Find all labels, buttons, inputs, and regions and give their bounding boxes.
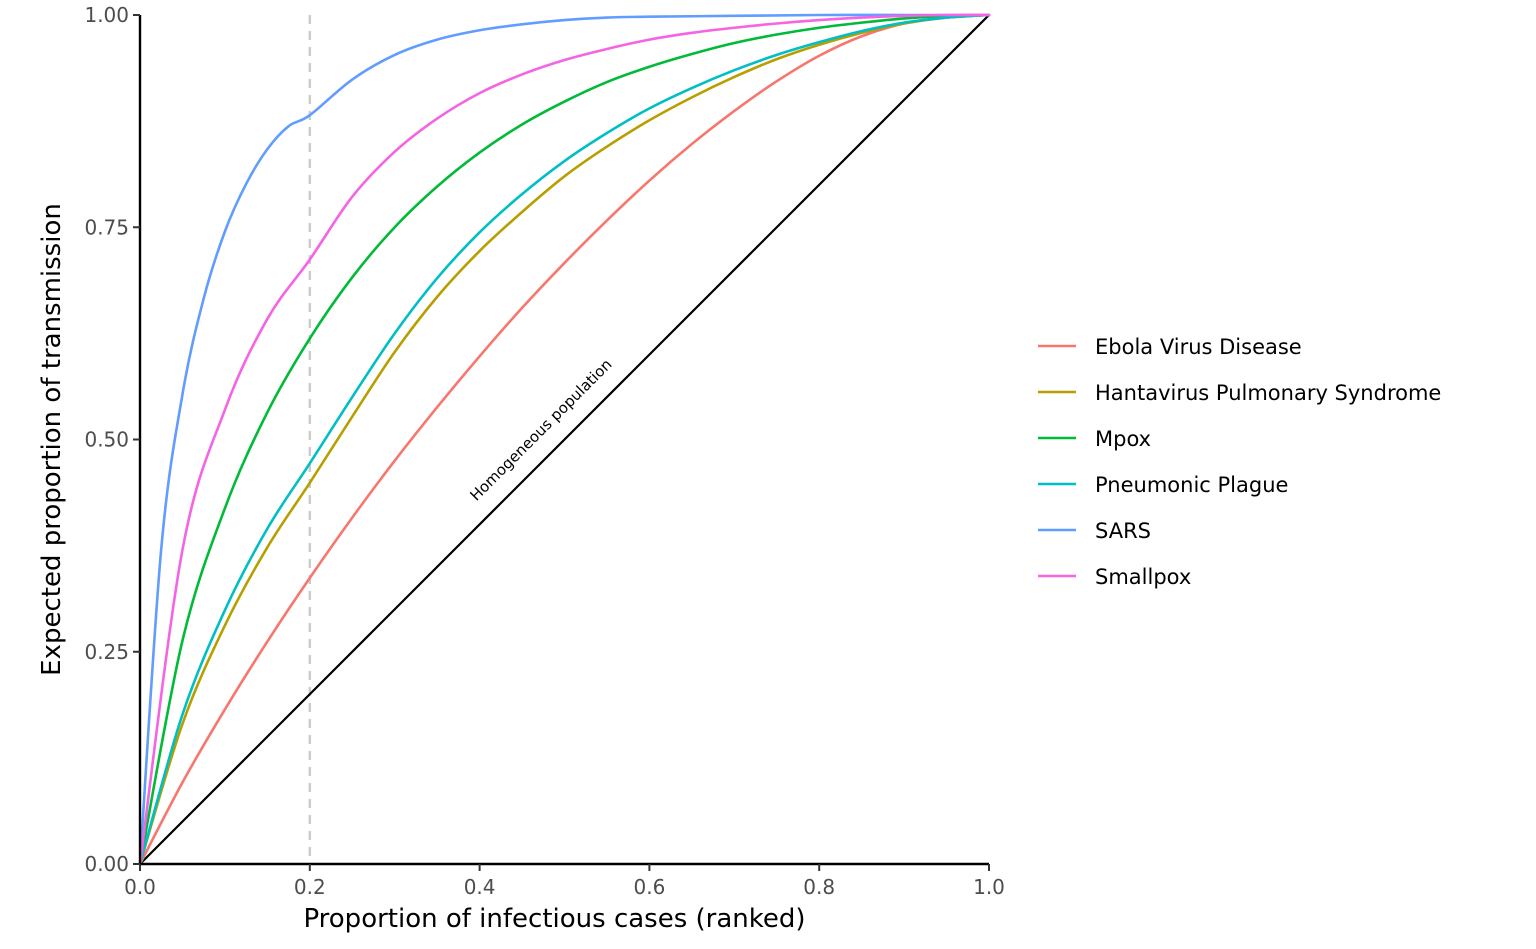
series-lines xyxy=(138,13,991,866)
y-tick-label: 0.00 xyxy=(84,852,129,876)
x-tick-label: 0.0 xyxy=(124,875,156,899)
legend: Ebola Virus Disease Hantavirus Pulmonary … xyxy=(1038,335,1441,589)
y-axis-title: Expected proportion of transmission xyxy=(37,203,67,676)
legend-label-3: Pneumonic Plague xyxy=(1095,473,1288,497)
series-line-4 xyxy=(138,13,991,866)
y-tick-label: 0.50 xyxy=(84,428,129,452)
series-line-3 xyxy=(138,13,991,866)
legend-label-4: SARS xyxy=(1095,519,1151,543)
y-ticks: 0.00 0.25 0.50 0.75 1.00 xyxy=(84,3,140,876)
legend-label-2: Mpox xyxy=(1095,427,1151,451)
y-tick-label: 1.00 xyxy=(84,3,129,27)
axes: 0.0 0.2 0.4 0.6 0.8 1.0 0.00 0.25 0.50 0.75 1.00 xyxy=(84,3,1004,899)
legend-label-1: Hantavirus Pulmonary Syndrome xyxy=(1095,381,1441,405)
homogeneous-annotation: Homogeneous population xyxy=(466,355,615,504)
y-tick-label: 0.25 xyxy=(84,640,129,664)
x-tick-label: 0.8 xyxy=(803,875,835,899)
series-line-2 xyxy=(138,13,991,866)
y-tick-label: 0.75 xyxy=(84,215,129,239)
x-tick-label: 0.2 xyxy=(294,875,326,899)
plot-area: Homogeneous population xyxy=(138,13,991,866)
legend-label-5: Smallpox xyxy=(1095,565,1191,589)
series-line-0 xyxy=(138,13,991,866)
homogeneous-line xyxy=(139,14,990,865)
x-tick-label: 0.6 xyxy=(633,875,665,899)
x-tick-label: 0.4 xyxy=(464,875,496,899)
x-ticks: 0.0 0.2 0.4 0.6 0.8 1.0 xyxy=(124,864,1005,899)
x-tick-label: 1.0 xyxy=(973,875,1005,899)
series-line-1 xyxy=(138,13,991,866)
legend-label-0: Ebola Virus Disease xyxy=(1095,335,1302,359)
x-axis-title: Proportion of infectious cases (ranked) xyxy=(303,904,805,934)
series-line-5 xyxy=(138,13,991,866)
